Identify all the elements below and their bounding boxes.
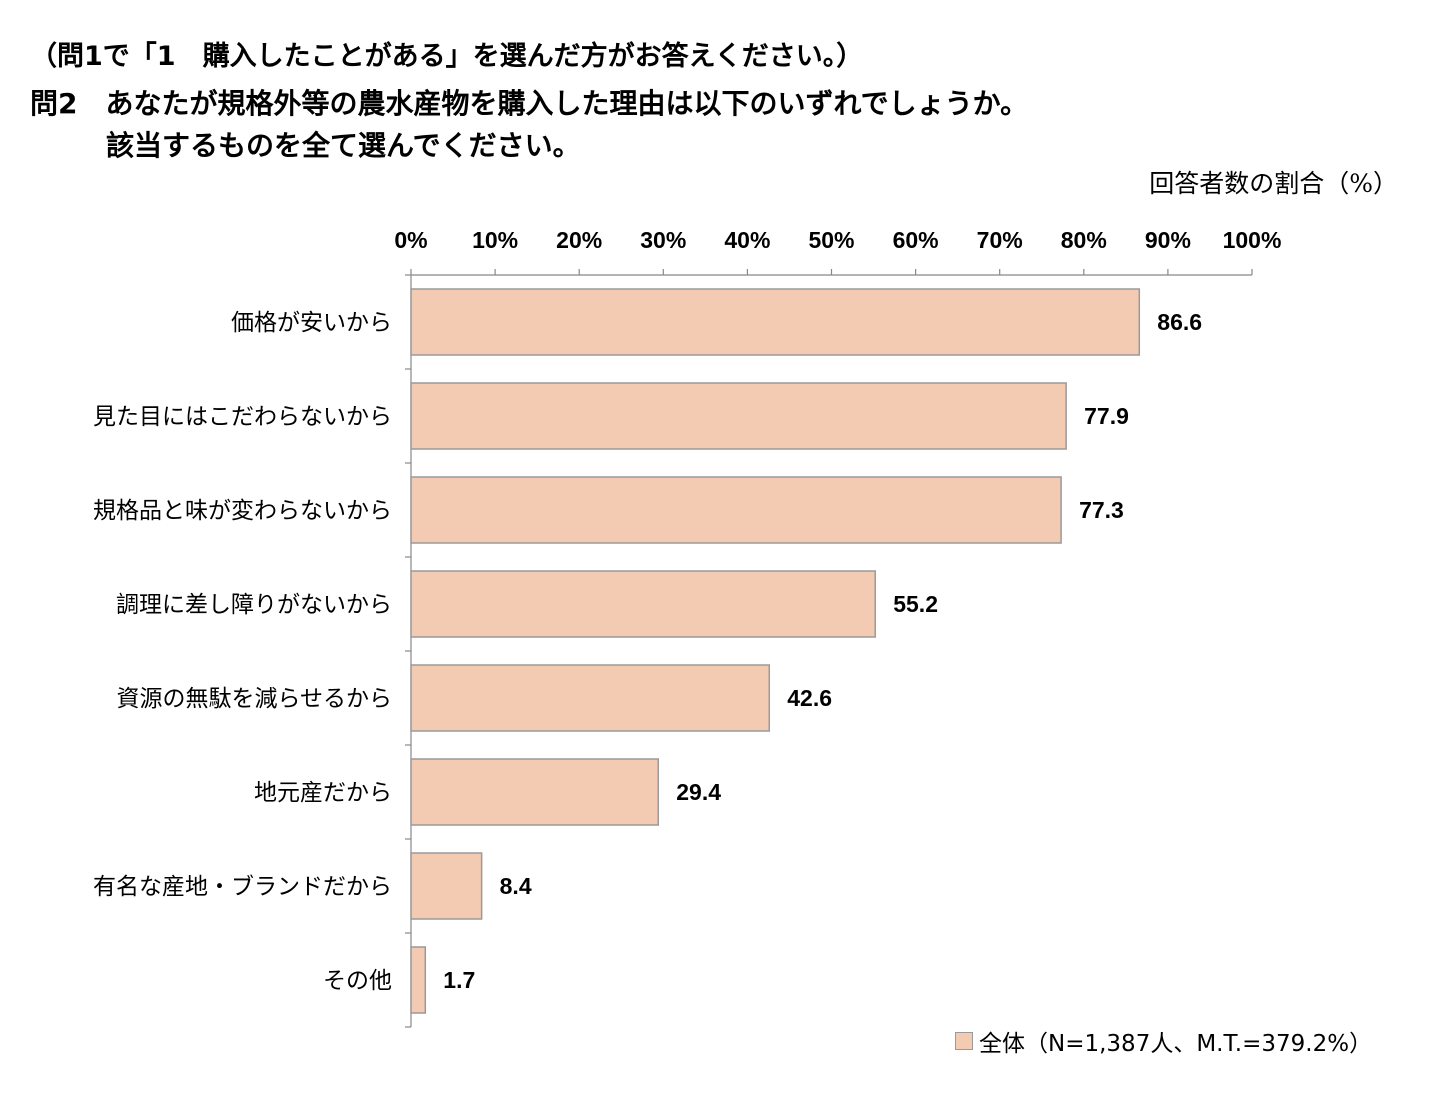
- question-note: （問1で「1 購入したことがある」を選んだ方がお答えください。）: [30, 41, 864, 72]
- data-label: 86.6: [1157, 309, 1202, 335]
- x-tick-label: 60%: [893, 227, 939, 253]
- data-label: 42.6: [787, 685, 832, 711]
- bar: [410, 382, 1067, 450]
- bar: [410, 852, 483, 920]
- bar: [410, 664, 771, 732]
- data-label: 8.4: [500, 873, 532, 899]
- legend-label: 全体（N=1,387人、M.T.=379.2%）: [979, 1031, 1373, 1057]
- category-label: 価格が安いから: [231, 310, 392, 336]
- x-tick-label: 100%: [1223, 227, 1282, 253]
- data-label: 29.4: [676, 779, 721, 805]
- bar: [410, 946, 427, 1014]
- legend: 全体（N=1,387人、M.T.=379.2%）: [955, 1024, 1372, 1058]
- data-label: 77.9: [1084, 403, 1129, 429]
- question-title: 問2 あなたが規格外等の農水産物を購入した理由は以下のいずれでしょうか。: [30, 87, 1029, 120]
- x-tick-label: 70%: [977, 227, 1023, 253]
- x-tick-label: 30%: [640, 227, 686, 253]
- category-label: 見た目にはこだわらないから: [93, 404, 392, 430]
- data-label: 55.2: [893, 591, 938, 617]
- x-tick-label: 50%: [808, 227, 854, 253]
- x-tick-label: 10%: [472, 227, 518, 253]
- category-label: その他: [323, 968, 392, 994]
- data-label: 77.3: [1079, 497, 1124, 523]
- legend-swatch: [955, 1032, 973, 1050]
- category-label: 調理に差し障りがないから: [116, 592, 392, 618]
- category-label: 有名な産地・ブランドだから: [93, 874, 392, 900]
- category-label: 規格品と味が変わらないから: [93, 498, 392, 524]
- unit-label: 回答者数の割合（%）: [1149, 169, 1398, 198]
- category-label: 地元産だから: [254, 780, 392, 806]
- category-label: 資源の無駄を減らせるから: [116, 686, 392, 712]
- bar: [410, 570, 876, 638]
- x-tick-label: 40%: [724, 227, 770, 253]
- x-tick-label: 90%: [1145, 227, 1191, 253]
- x-tick-label: 80%: [1061, 227, 1107, 253]
- question-subtitle: 該当するものを全て選んでください。: [106, 129, 581, 162]
- data-label: 1.7: [443, 967, 475, 993]
- x-tick-label: 0%: [394, 227, 427, 253]
- bar: [410, 288, 1141, 356]
- bar: [410, 758, 660, 826]
- x-tick-label: 20%: [556, 227, 602, 253]
- bar: [410, 476, 1062, 544]
